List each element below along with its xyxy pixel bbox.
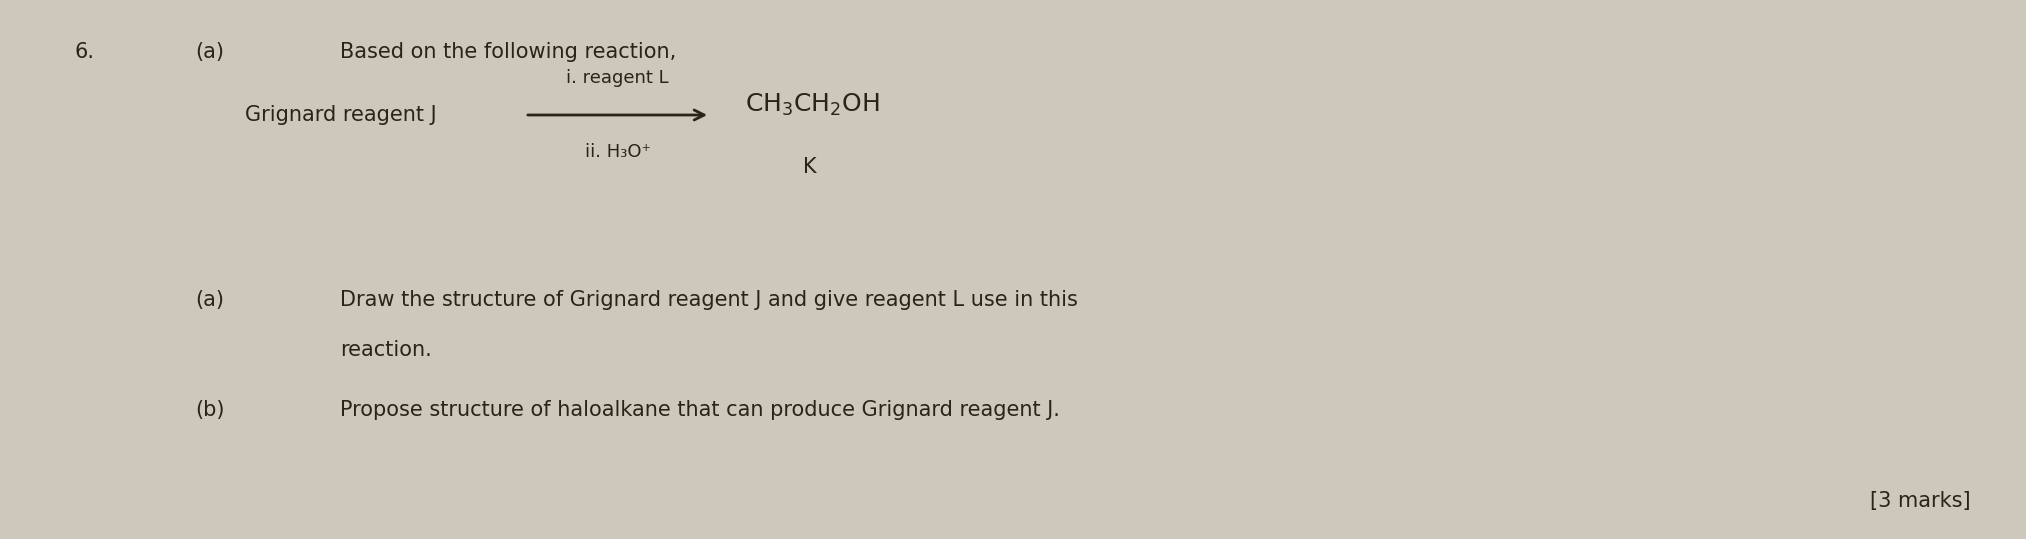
Text: reaction.: reaction. — [340, 340, 432, 360]
Text: i. reagent L: i. reagent L — [565, 69, 669, 87]
Text: (a): (a) — [194, 42, 225, 62]
Text: Grignard reagent J: Grignard reagent J — [245, 105, 438, 125]
Text: Based on the following reaction,: Based on the following reaction, — [340, 42, 677, 62]
Text: K: K — [802, 157, 816, 177]
Text: ii. H₃O⁺: ii. H₃O⁺ — [586, 143, 650, 161]
Text: (a): (a) — [194, 290, 225, 310]
Text: 6.: 6. — [75, 42, 95, 62]
Text: Draw the structure of Grignard reagent J and give reagent L use in this: Draw the structure of Grignard reagent J… — [340, 290, 1078, 310]
Text: (b): (b) — [194, 400, 225, 420]
Text: [3 marks]: [3 marks] — [1870, 491, 1971, 511]
Text: CH$_3$CH$_2$OH: CH$_3$CH$_2$OH — [746, 92, 879, 118]
Text: Propose structure of haloalkane that can produce Grignard reagent J.: Propose structure of haloalkane that can… — [340, 400, 1060, 420]
